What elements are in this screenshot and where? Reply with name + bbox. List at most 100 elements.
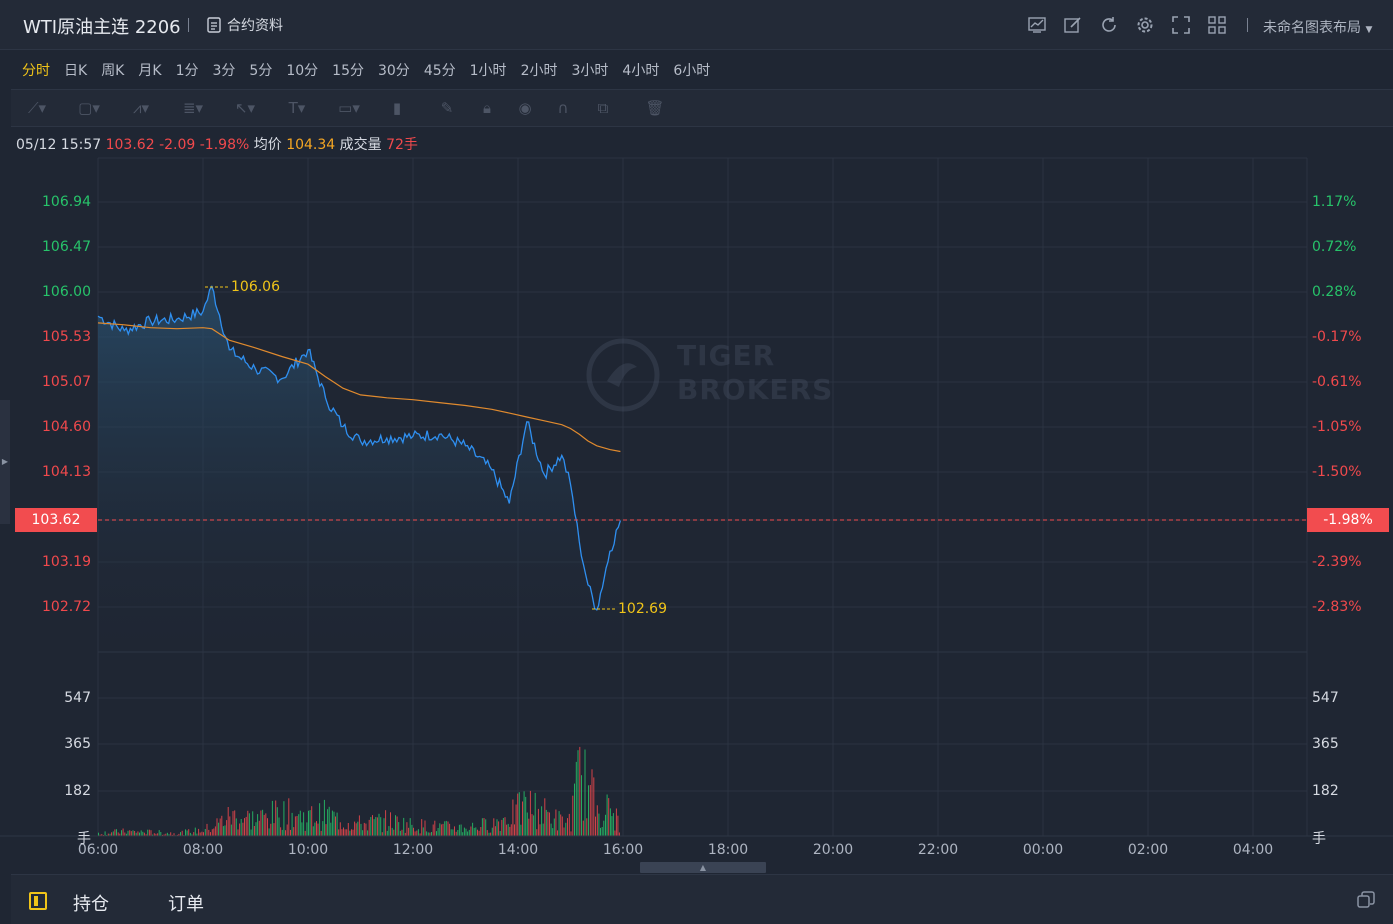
- period-tab[interactable]: 15分: [332, 63, 364, 79]
- volume-bar: [498, 821, 500, 836]
- volume-bar: [304, 830, 306, 836]
- grid-layout-icon[interactable]: [1206, 14, 1228, 36]
- volume-bar: [226, 820, 228, 836]
- layout-select[interactable]: 未命名图表布局 ▼: [1263, 17, 1372, 37]
- volume-bar: [523, 791, 525, 836]
- volume-bar: [230, 824, 232, 836]
- annotation-tool-icon[interactable]: ▭▾: [338, 99, 360, 117]
- eye-icon[interactable]: ◉: [518, 99, 532, 117]
- period-tab[interactable]: 1小时: [469, 63, 507, 79]
- volume-bar: [265, 813, 267, 836]
- volume-bar: [158, 830, 160, 836]
- volume-bar: [398, 822, 400, 836]
- volume-bar: [316, 821, 317, 836]
- volume-bar: [333, 811, 335, 836]
- volume-bar: [512, 799, 514, 836]
- volume-bar: [132, 830, 134, 836]
- volume-bar: [116, 829, 117, 836]
- volume-bar: [102, 835, 104, 836]
- volume-bar: [615, 808, 617, 836]
- volume-bar: [457, 830, 459, 836]
- volume-bar: [301, 822, 303, 836]
- volume-bar: [168, 834, 170, 836]
- pct-tick: 1.17%: [1312, 194, 1357, 210]
- volume-bar: [119, 833, 121, 836]
- contract-info-link[interactable]: 合约资料: [207, 15, 283, 35]
- edit-icon[interactable]: [1062, 14, 1084, 36]
- text-tool-icon[interactable]: T▾: [288, 99, 306, 117]
- volume-bar: [504, 817, 506, 836]
- period-tab[interactable]: 2小时: [520, 63, 558, 79]
- volume-bar: [171, 834, 173, 836]
- refresh-icon[interactable]: [1098, 14, 1120, 36]
- volume-bar: [352, 829, 354, 836]
- volume-bar: [111, 832, 113, 836]
- period-tabs: 分时 日K 周K 月K 1分 3分 5分 10分 15分 30分 45分 1小时…: [22, 60, 724, 80]
- period-tab[interactable]: 6小时: [673, 63, 711, 79]
- volume-bar: [117, 832, 119, 836]
- volume-bar: [368, 819, 370, 836]
- arrow-tool-icon[interactable]: ↖▾: [234, 99, 256, 117]
- volume-bar: [106, 835, 108, 836]
- panel-toggle-icon[interactable]: [29, 892, 47, 910]
- side-panel-toggle[interactable]: ▶: [0, 400, 10, 524]
- fibonacci-tool-icon[interactable]: ≣▾: [182, 99, 204, 117]
- volume-bar: [603, 820, 605, 836]
- period-tab[interactable]: 5分: [249, 63, 273, 79]
- magnet-icon[interactable]: ∩: [557, 99, 569, 117]
- volume-bar: [584, 749, 586, 836]
- period-tab[interactable]: 10分: [286, 63, 319, 79]
- volume-bar: [137, 831, 139, 836]
- volume-bar: [452, 829, 454, 836]
- trendline-tool-icon[interactable]: ⟋▾: [27, 99, 47, 117]
- period-tab[interactable]: 4小时: [622, 63, 660, 79]
- price-tick: 105.07: [42, 374, 91, 390]
- price-tick: 103.19: [42, 554, 91, 570]
- pencil-icon[interactable]: ✎: [440, 99, 454, 117]
- period-tab[interactable]: 日K: [64, 63, 88, 79]
- volume-bar: [237, 829, 239, 836]
- chart-scroll-handle[interactable]: ▲: [640, 862, 766, 873]
- volume-bar: [475, 827, 477, 836]
- tab-orders[interactable]: 订单: [168, 894, 204, 915]
- volume-bar: [206, 823, 208, 836]
- indicator-icon[interactable]: [1026, 14, 1048, 36]
- volume-bar: [147, 829, 149, 836]
- period-tab[interactable]: 3分: [212, 63, 236, 79]
- volume-bar: [194, 827, 196, 836]
- volume-bar: [125, 833, 127, 836]
- period-tab[interactable]: 周K: [101, 63, 125, 79]
- volume-bar: [598, 813, 600, 836]
- volume-bar: [517, 793, 519, 836]
- volume-bar: [140, 830, 142, 836]
- tab-positions[interactable]: 持仓: [73, 894, 109, 915]
- volume-bar: [124, 832, 126, 836]
- volume-bar: [211, 829, 213, 836]
- lock-icon[interactable]: 🔒︎: [483, 99, 491, 117]
- volume-bar: [429, 832, 431, 836]
- period-tab[interactable]: 30分: [377, 63, 410, 79]
- volume-bar: [522, 801, 523, 836]
- volume-bar: [478, 830, 480, 836]
- pattern-tool-icon[interactable]: ⩘▾: [133, 99, 149, 117]
- gear-icon[interactable]: [1134, 14, 1156, 36]
- volume-bar: [375, 817, 377, 836]
- period-tab[interactable]: 分时: [22, 63, 50, 79]
- trash-icon[interactable]: 🗑︎: [645, 99, 665, 117]
- volume-bar: [531, 814, 533, 836]
- volume-bar: [221, 815, 223, 836]
- volume-bar: [150, 830, 152, 836]
- pct-tick: -1.50%: [1312, 464, 1362, 480]
- measure-tool-icon[interactable]: ▮: [392, 99, 402, 117]
- period-tab[interactable]: 3小时: [571, 63, 609, 79]
- clone-icon[interactable]: ⧉: [597, 99, 609, 117]
- copy-icon[interactable]: [1357, 891, 1375, 909]
- fullscreen-icon[interactable]: [1170, 14, 1192, 36]
- volume-bar: [293, 827, 295, 836]
- rectangle-tool-icon[interactable]: ▢▾: [78, 99, 100, 117]
- period-tab[interactable]: 1分: [175, 63, 199, 79]
- period-tab[interactable]: 月K: [138, 63, 162, 79]
- period-tab[interactable]: 45分: [423, 63, 456, 79]
- volume-bar: [253, 826, 255, 836]
